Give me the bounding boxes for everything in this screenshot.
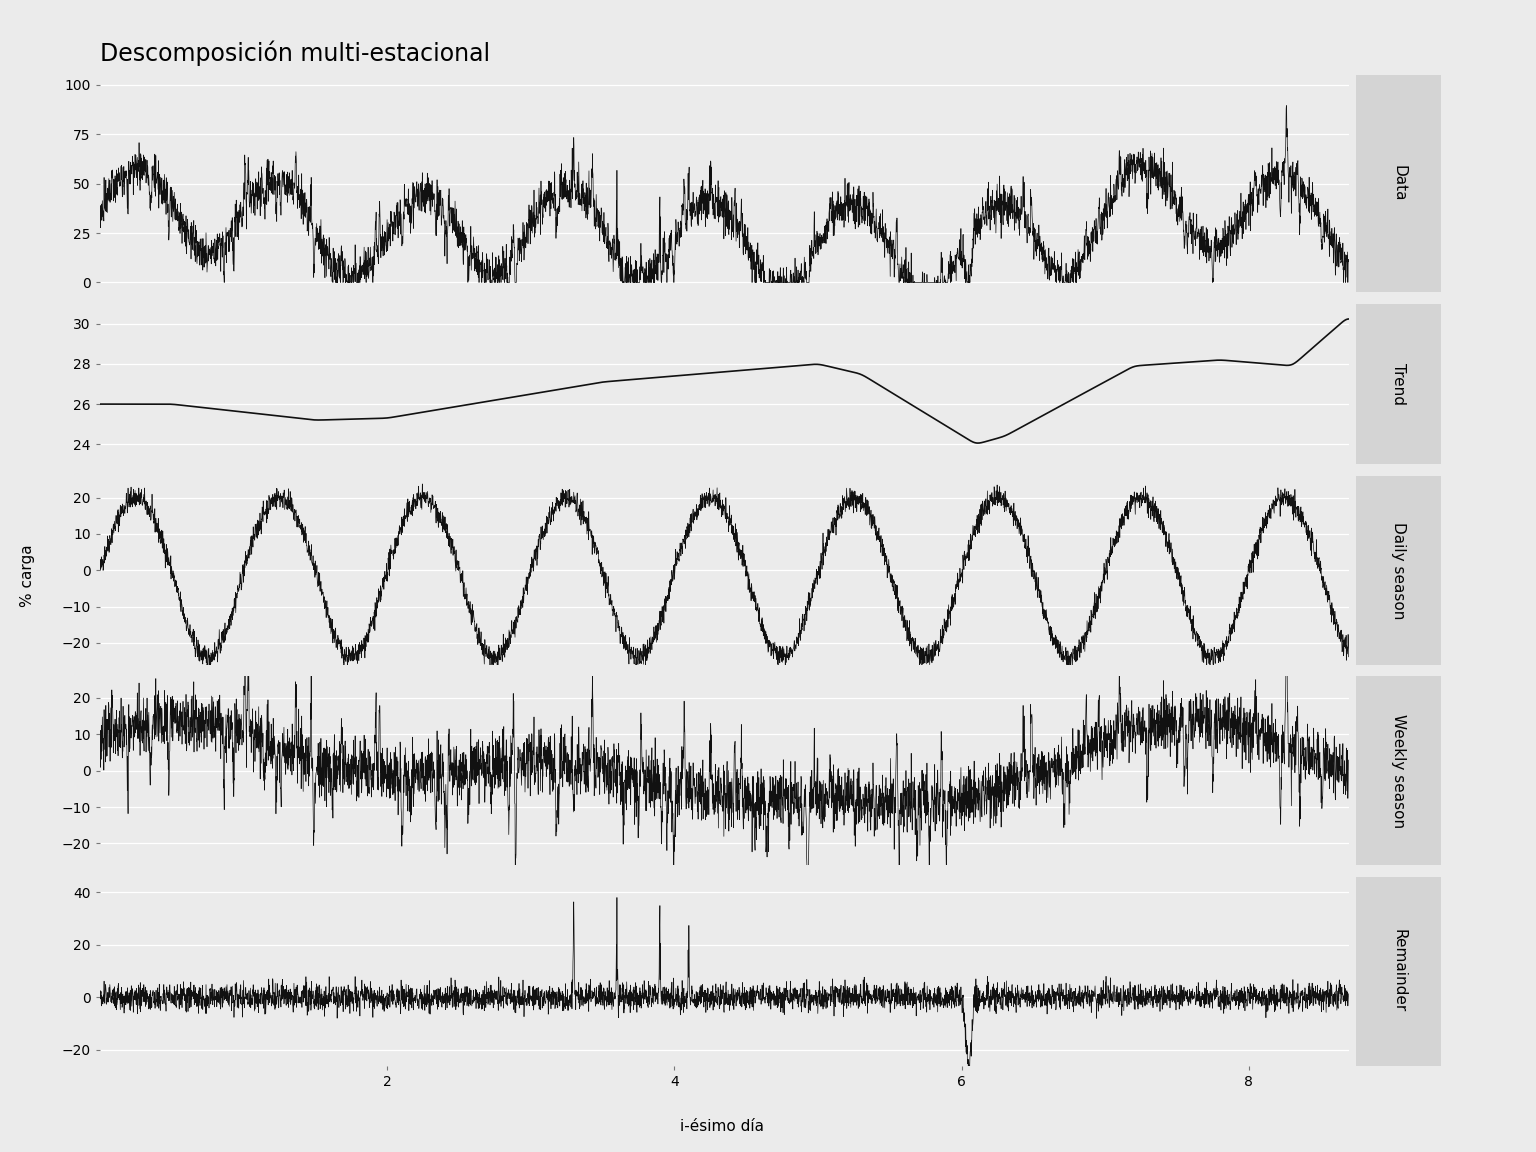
Text: i-ésimo día: i-ésimo día bbox=[680, 1119, 763, 1135]
Text: Daily season: Daily season bbox=[1392, 522, 1405, 619]
Text: % carga: % carga bbox=[20, 545, 35, 607]
Text: Trend: Trend bbox=[1392, 363, 1405, 406]
Text: Remainder: Remainder bbox=[1392, 930, 1405, 1013]
Text: Descomposición multi-estacional: Descomposición multi-estacional bbox=[100, 40, 490, 66]
Text: Data: Data bbox=[1392, 166, 1405, 202]
Text: Weekly season: Weekly season bbox=[1392, 713, 1405, 828]
